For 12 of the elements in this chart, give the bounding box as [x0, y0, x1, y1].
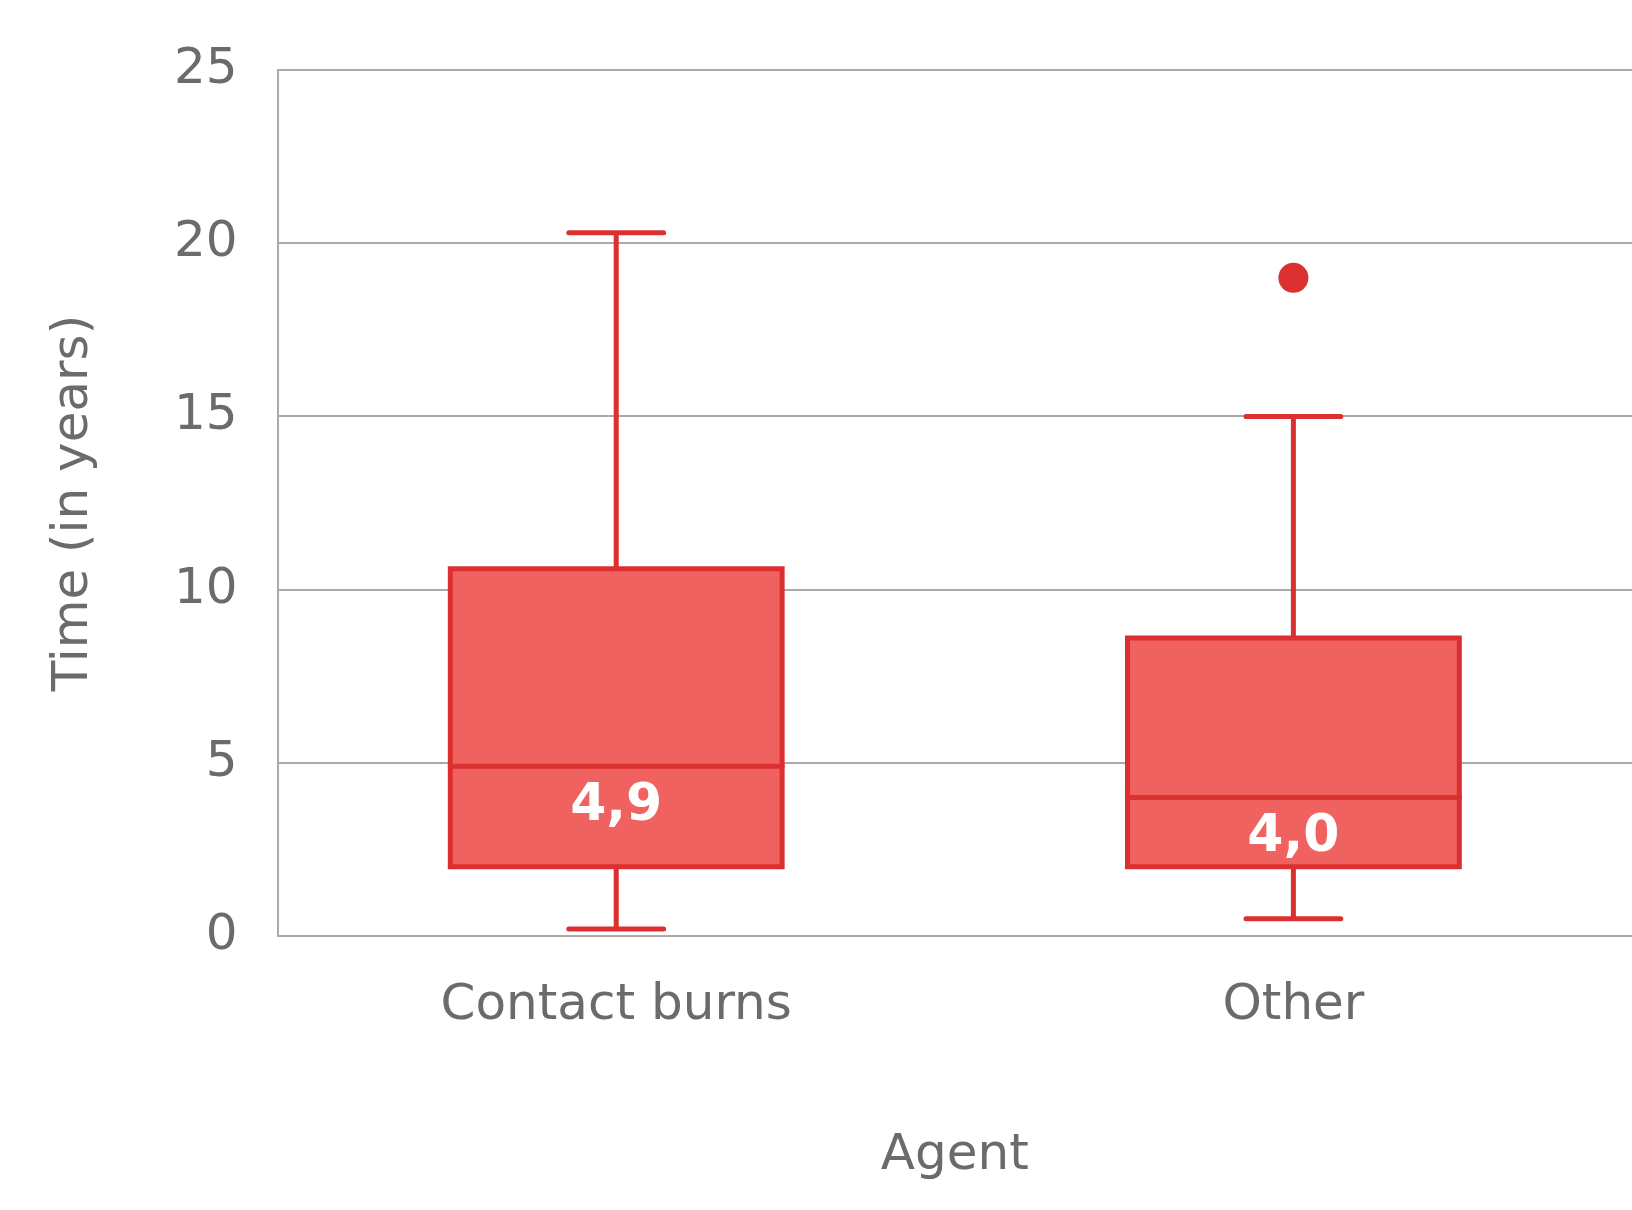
x-tick-label: Other — [1222, 972, 1365, 1031]
y-tick-label: 25 — [174, 36, 238, 95]
y-tick-label: 5 — [205, 729, 238, 788]
y-tick-label: 10 — [174, 556, 238, 615]
annotation: 4,9 — [570, 771, 663, 832]
y-tick-label: 15 — [174, 383, 238, 442]
y-tick-label: 20 — [174, 210, 238, 269]
y-tick-label: 0 — [205, 902, 238, 961]
annotation: 4,0 — [1247, 802, 1340, 863]
y-axis-title: Time (in years) — [40, 314, 99, 693]
x-tick-label: Contact burns — [440, 972, 792, 1031]
x-axis-title: Agent — [880, 1122, 1029, 1181]
